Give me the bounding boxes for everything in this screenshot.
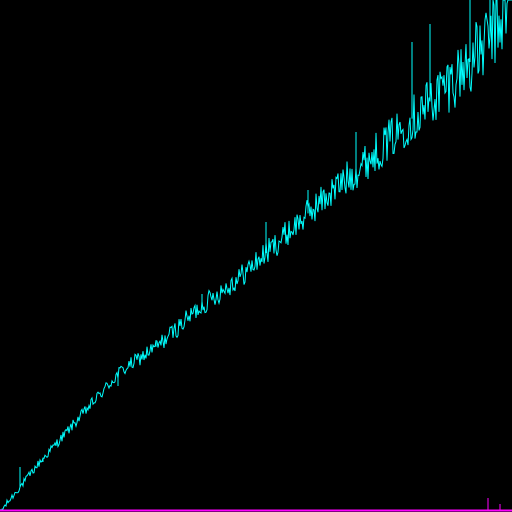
series-1 bbox=[0, 498, 512, 512]
